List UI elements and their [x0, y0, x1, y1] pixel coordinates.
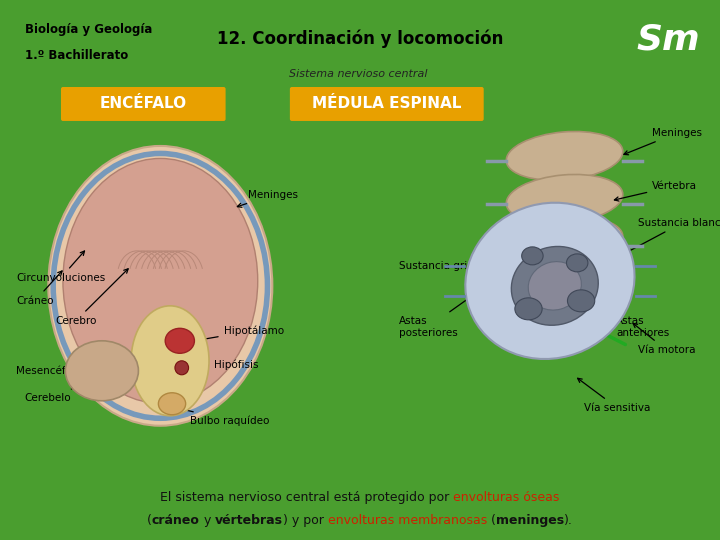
FancyBboxPatch shape [290, 87, 484, 121]
Ellipse shape [528, 261, 581, 310]
Text: (: ( [147, 514, 152, 528]
Text: Mesencéfalo: Mesencéfalo [16, 364, 137, 376]
Ellipse shape [63, 158, 258, 403]
Ellipse shape [511, 246, 598, 325]
Ellipse shape [158, 393, 186, 415]
Text: Cerebro: Cerebro [55, 269, 128, 326]
Text: Astas
posteriores: Astas posteriores [399, 253, 532, 338]
Text: Cráneo: Cráneo [16, 271, 62, 306]
Ellipse shape [506, 174, 623, 224]
Text: 12. Coordinación y locomoción: 12. Coordinación y locomoción [217, 30, 503, 49]
Text: Meninges: Meninges [238, 190, 298, 207]
Ellipse shape [131, 306, 209, 416]
Text: envolturas óseas: envolturas óseas [454, 491, 560, 504]
Text: Astas
anteriores: Astas anteriores [569, 316, 670, 338]
Text: Sistema nervioso central: Sistema nervioso central [289, 69, 428, 79]
Text: meninges: meninges [496, 514, 564, 528]
Text: Bulbo raquídeo: Bulbo raquídeo [172, 406, 269, 426]
Text: Cerebelo: Cerebelo [24, 382, 90, 403]
Text: cráneo: cráneo [152, 514, 199, 528]
Ellipse shape [175, 361, 189, 375]
Ellipse shape [66, 341, 138, 401]
Text: y: y [199, 514, 215, 528]
FancyBboxPatch shape [61, 87, 225, 121]
Ellipse shape [506, 217, 623, 265]
Ellipse shape [515, 298, 542, 320]
Text: vértebras: vértebras [215, 514, 283, 528]
Text: Vía motora: Vía motora [633, 323, 695, 355]
Text: Sustancia gris: Sustancia gris [399, 261, 536, 286]
Text: Vía sensitiva: Vía sensitiva [577, 379, 650, 413]
Ellipse shape [48, 146, 272, 426]
Text: ).: ). [564, 514, 573, 528]
Ellipse shape [567, 290, 595, 312]
Text: 1.º Bachillerato: 1.º Bachillerato [24, 49, 128, 62]
Ellipse shape [165, 328, 194, 353]
Text: Meninges: Meninges [624, 128, 702, 155]
Text: Hipófisis: Hipófisis [186, 359, 258, 370]
Ellipse shape [522, 247, 543, 265]
Text: Circunvoluciones: Circunvoluciones [16, 251, 105, 283]
Ellipse shape [506, 131, 623, 180]
Text: Vértebra: Vértebra [614, 181, 697, 201]
Text: ENCÉFALO: ENCÉFALO [99, 97, 186, 111]
Ellipse shape [465, 202, 634, 359]
Text: El sistema nervioso central está protegido por: El sistema nervioso central está protegi… [160, 491, 454, 504]
Text: Sm: Sm [636, 22, 700, 56]
Text: Biología y Geología: Biología y Geología [24, 23, 152, 36]
Text: (: ( [487, 514, 496, 528]
Text: Sustancia blanca: Sustancia blanca [624, 218, 720, 254]
Text: Hipotálamo: Hipotálamo [199, 325, 284, 341]
Text: ) y por: ) y por [283, 514, 328, 528]
Text: envolturas membranosas: envolturas membranosas [328, 514, 487, 528]
Text: MÉDULA ESPINAL: MÉDULA ESPINAL [312, 97, 461, 111]
Ellipse shape [567, 254, 588, 272]
